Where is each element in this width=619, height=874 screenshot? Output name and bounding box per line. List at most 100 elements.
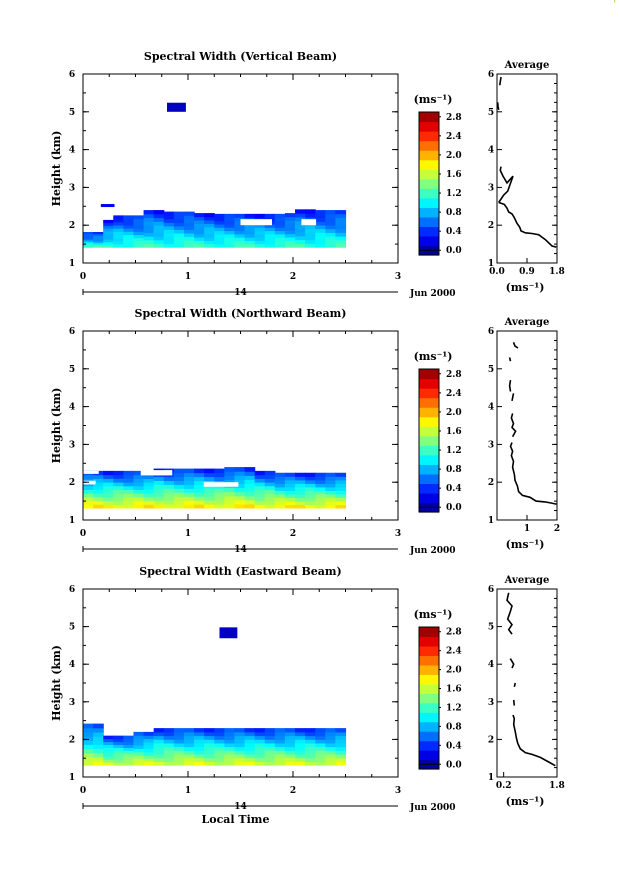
data-cell [284,213,296,218]
data-cell [194,476,205,481]
data-cell [264,728,276,733]
colorbar-unit: (ms⁻¹) [414,350,453,363]
colorbar-step [419,226,439,237]
data-cell [325,476,337,481]
data-cell [234,230,246,235]
data-cell [194,761,205,766]
data-cell [264,496,276,502]
data-cell [264,227,276,232]
data-cell [143,478,155,483]
y-tick-label: 1 [69,259,75,269]
data-cell [163,735,175,740]
data-cell [214,476,225,481]
data-cell [204,753,215,759]
data-cell [204,230,215,235]
data-cell [335,210,347,215]
data-cell [163,503,175,509]
data-cell [103,233,114,237]
data-cell [163,243,175,248]
colorbar-label: 1.2 [446,703,462,713]
data-cell [284,216,296,221]
data-cell [123,504,135,509]
data-cell [244,213,256,218]
data-cell [254,243,266,248]
profile-y-tick-label: 4 [488,146,494,156]
data-cell [315,742,326,748]
data-cell [194,753,205,759]
data-cell [234,467,246,472]
data-cell [335,731,347,737]
data-cell [305,239,316,244]
data-cell [284,757,296,762]
data-cell [113,221,124,226]
data-gap [83,480,96,485]
data-cell [224,243,236,248]
data-cell [224,230,236,235]
data-cell [315,472,326,477]
data-cell [335,490,347,495]
y-tick-label: 3 [69,183,75,193]
profile-title: Average [504,317,550,328]
data-cell [93,245,104,248]
data-cell [244,217,256,222]
data-cell [173,500,185,505]
data-cell [143,232,155,237]
data-cell [274,479,286,484]
data-cell [335,750,347,755]
data-cell [173,218,185,223]
data-cell [214,731,225,737]
data-cell [83,485,94,490]
data-cell [254,731,266,737]
data-cell [204,213,215,218]
data-cell [83,727,94,733]
profile-title: Average [504,60,550,71]
data-cell [305,490,316,495]
profile-y-tick-label: 3 [488,183,494,193]
data-cell [264,500,276,505]
data-cell [123,738,135,743]
data-cell [305,500,316,505]
colorbar-step [419,674,439,685]
data-cell [123,485,135,490]
data-cell [214,230,225,235]
profile-y-tick-label: 5 [488,623,494,633]
data-cell [325,490,337,495]
data-cell [284,486,296,491]
profile-y-tick-label: 1 [488,516,494,526]
data-cell [224,213,236,218]
data-cell [254,230,266,235]
data-cell [295,479,306,484]
data-cell [284,223,296,228]
data-cell [103,741,114,746]
x-tick-label: 1 [185,529,191,539]
data-cell [335,753,347,759]
data-cell [274,753,286,759]
data-cell [153,224,165,230]
data-cell [194,233,205,238]
data-cell [153,484,165,489]
colorbar: (ms⁻¹) 0.0 0.4 0.8 1.2 1.6 2.0 2.4 2.8 [414,93,462,256]
data-cell [194,735,205,740]
data-cell [83,239,94,242]
data-cell [163,488,175,493]
date-month: Jun 2000 [409,289,456,299]
data-cell [214,472,225,478]
data-cell [335,217,347,222]
data-cell [113,218,124,223]
data-cell [315,739,326,744]
panel-title: Spectral Width (Northward Beam) [135,307,347,320]
data-cell [194,488,205,493]
data-cell [284,236,296,241]
data-cell [234,223,246,228]
data-cell [315,731,326,737]
data-cell [325,228,337,233]
data-cell [244,467,256,472]
colorbar-label: 2.4 [446,389,462,399]
data-cell [244,237,256,242]
data-cell [244,731,256,737]
data-cell [254,761,266,766]
data-cell [163,211,175,216]
data-cell [305,728,316,733]
data-cell [284,504,296,509]
data-cell [224,753,236,759]
